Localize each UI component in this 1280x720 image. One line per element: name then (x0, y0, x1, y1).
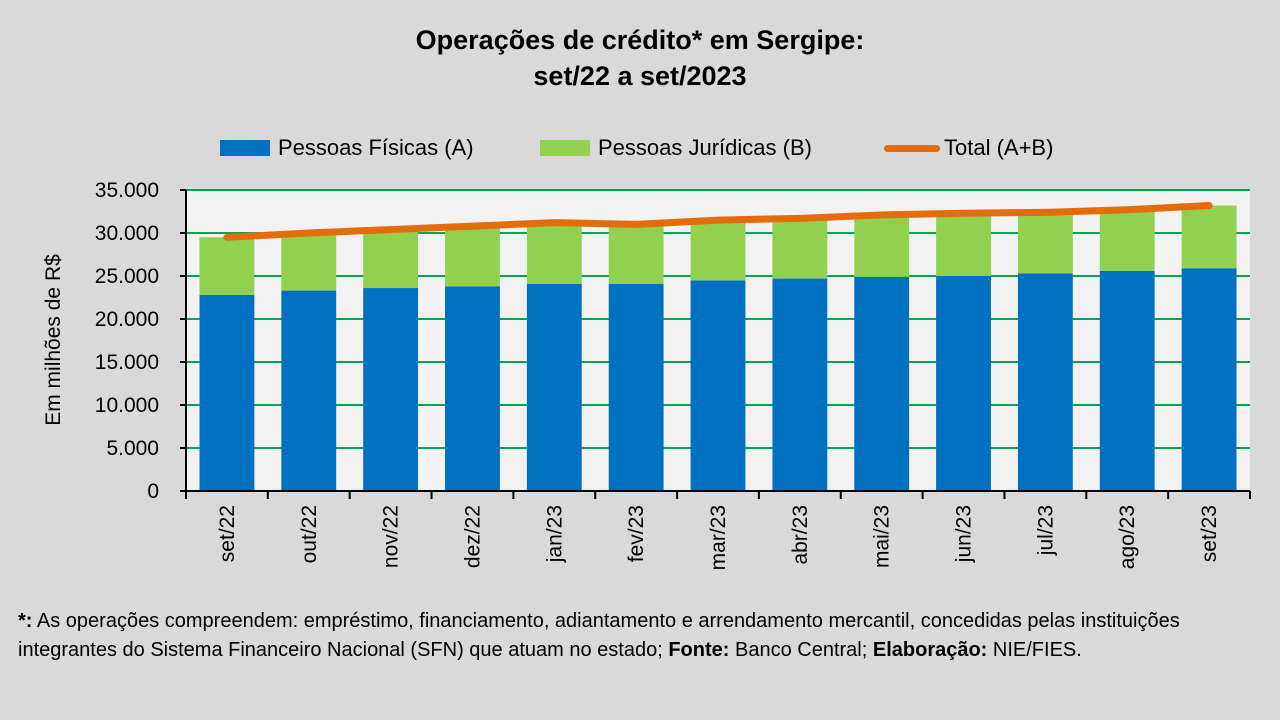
bar-pf-jul-23 (1017, 273, 1073, 491)
bar-pj-nov-22 (363, 229, 419, 289)
footnote-text: As operações compreendem: empréstimo, fi… (18, 610, 1180, 661)
bar-pf-set-22 (199, 294, 255, 491)
bar-pf-jan-23 (526, 283, 582, 491)
legend-swatch-pf (220, 140, 270, 156)
legend-label-pj: Pessoas Jurídicas (B) (598, 135, 812, 160)
bar-pj-fev-23 (608, 224, 664, 284)
bars (199, 205, 1237, 491)
x-tick-label: nov/22 (380, 505, 403, 568)
bar-pf-ago-23 (1099, 270, 1155, 491)
bar-pj-jul-23 (1017, 212, 1073, 274)
chart-title-line-1: Operações de crédito* em Sergipe: (415, 25, 865, 55)
y-tick-label: 25.000 (95, 265, 159, 288)
bar-pj-set-23 (1181, 205, 1237, 269)
chart-legend: Pessoas Físicas (A) Pessoas Jurídicas (B… (0, 132, 1280, 164)
legend-swatch-total (884, 144, 940, 152)
footnote: *: As operações compreendem: empréstimo,… (18, 607, 1268, 665)
chart-svg: 0 5.000 10.000 15.000 20.000 25.000 30.000 35.0… (42, 179, 1251, 570)
x-tick-label: dez/22 (461, 505, 484, 568)
bar-pj-dez-22 (445, 226, 500, 287)
bar-pf-mar-23 (690, 280, 746, 491)
bar-pj-mai-23 (854, 214, 910, 277)
footnote-elab-label: Elaboração: (872, 639, 988, 661)
y-tick-label: 10.000 (95, 394, 159, 417)
x-tick-label: jul/23 (1034, 505, 1057, 556)
bar-pj-set-22 (199, 237, 255, 295)
legend-item-pj: Pessoas Jurídicas (B) (540, 132, 812, 164)
x-tick-label: out/22 (298, 505, 321, 563)
y-tick-label: 30.000 (95, 222, 159, 245)
footnote-fonte-label: Fonte: (668, 639, 730, 661)
y-tick-label: 15.000 (95, 351, 159, 374)
y-tick-label: 20.000 (95, 308, 159, 331)
bar-pj-ago-23 (1099, 209, 1155, 271)
y-axis-label: Em milhões de R$ (42, 254, 65, 426)
bar-pf-dez-22 (445, 286, 500, 491)
legend-label-total: Total (A+B) (944, 135, 1054, 160)
chart-title: Operações de crédito* em Sergipe: set/22… (0, 22, 1280, 94)
footnote-elab-value: NIE/FIES. (987, 639, 1082, 661)
footnote-star: *: (18, 610, 33, 632)
total-series-line (223, 201, 1213, 241)
bar-pf-fev-23 (608, 283, 664, 491)
legend-swatch-pj (540, 140, 590, 156)
bar-pf-out-22 (281, 290, 337, 491)
bar-pf-mai-23 (854, 276, 910, 491)
x-tick-label: abr/23 (789, 505, 812, 565)
footnote-fonte-value: Banco Central; (729, 639, 873, 661)
axes (180, 189, 1251, 499)
x-tick-labels: set/22 out/22 nov/22 dez/22 jan/23 fev/23 mar/… (216, 505, 1221, 570)
chart-title-line-2: set/22 a set/2023 (533, 61, 747, 91)
x-tick-label: ago/23 (1116, 505, 1139, 569)
legend-item-pf: Pessoas Físicas (A) (220, 132, 474, 164)
bar-pf-jun-23 (936, 276, 991, 491)
legend-label-pf: Pessoas Físicas (A) (278, 135, 474, 160)
x-tick-label: fev/23 (625, 505, 648, 562)
total-line (223, 201, 1213, 241)
bar-pf-abr-23 (772, 278, 828, 491)
bar-pf-set-23 (1181, 268, 1237, 491)
bar-pj-out-22 (281, 233, 337, 291)
x-tick-label: mai/23 (871, 505, 894, 568)
bar-pj-jun-23 (936, 213, 991, 276)
x-tick-label: jun/23 (953, 505, 976, 563)
legend-item-total: Total (A+B) (884, 132, 1053, 164)
y-tick-label: 35.000 (95, 179, 159, 202)
bar-pj-abr-23 (772, 218, 828, 279)
y-tick-labels: 0 5.000 10.000 15.000 20.000 25.000 30.000 35.0… (95, 179, 159, 503)
y-tick-label: 5.000 (106, 437, 159, 460)
bar-pj-jan-23 (526, 222, 582, 284)
x-tick-label: set/23 (1198, 505, 1221, 562)
x-tick-label: mar/23 (707, 505, 730, 570)
bar-pj-mar-23 (690, 220, 746, 281)
y-tick-label: 0 (147, 480, 159, 503)
x-tick-label: set/22 (216, 505, 239, 562)
bar-pf-nov-22 (363, 288, 419, 491)
x-tick-label: jan/23 (543, 505, 566, 563)
